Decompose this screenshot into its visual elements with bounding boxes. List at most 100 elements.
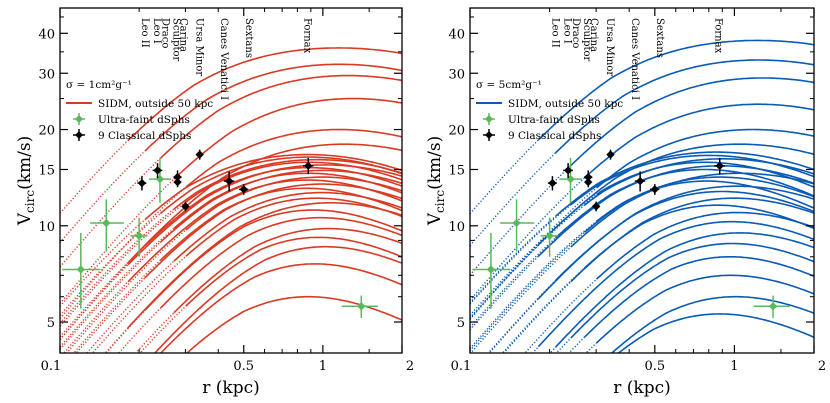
- legend-label: 9 Classical dSphs: [508, 130, 601, 142]
- sidm-curve: [583, 256, 814, 338]
- legend-label: 9 Classical dSphs: [98, 130, 191, 142]
- sidm-curve-inner: [60, 212, 161, 316]
- classical-point: [302, 157, 314, 175]
- galaxy-label: Fornax: [301, 18, 312, 54]
- sidm-curve-inner: [470, 204, 572, 305]
- sidm-curve: [596, 180, 814, 222]
- classical-point: [634, 171, 646, 192]
- x-tick-label: 2: [818, 359, 826, 374]
- sidm-curve-inner: [91, 255, 187, 353]
- sidm-curve: [537, 39, 814, 141]
- sidm-curve-inner: [60, 140, 129, 214]
- classical-point: [223, 171, 235, 192]
- galaxy-label: Draco: [570, 18, 581, 48]
- sidm-curve: [610, 295, 814, 353]
- sidm-curve: [554, 168, 814, 239]
- sidm-curve: [185, 197, 402, 257]
- ultrafaint-point: [500, 199, 535, 252]
- axes-left: 0.1 0.5 1 2 5 10 15 20 30 40 r (kpc) Vcirc(km/s): [15, 7, 414, 398]
- sidm-curve: [159, 216, 402, 309]
- sidm-curve: [144, 153, 402, 221]
- classical-point: [181, 201, 190, 212]
- galaxy-label: Sculptor: [170, 18, 181, 62]
- classical-point: [239, 184, 249, 195]
- ultrafaint-point: [559, 157, 582, 203]
- sidm-curve-inner: [585, 342, 597, 353]
- axes-right: 0.1 0.5 1 2 5 10 15 20 30 40 r (kpc) Vcirc(km/s): [425, 7, 826, 398]
- x-tick-label: 1: [319, 359, 327, 374]
- y-tick-label: 5: [47, 316, 55, 331]
- galaxy-label: Leo II: [139, 18, 150, 48]
- ultrafaint-point: [341, 295, 378, 318]
- galaxy-label: Canes Venatici I: [218, 18, 229, 100]
- y-tick-label: 30: [38, 67, 55, 82]
- classical-point: [606, 149, 615, 160]
- sidm-curve: [173, 158, 402, 210]
- sidm-curve-inner: [60, 208, 175, 324]
- sidm-curve-inner: [470, 152, 556, 247]
- sidm-curve: [583, 103, 814, 179]
- sidm-curve: [595, 274, 814, 344]
- sidm-curve-inner: [134, 312, 175, 353]
- classical-point: [650, 184, 660, 195]
- sidm-curve-inner: [470, 255, 539, 331]
- x-axis-title: r (kpc): [202, 378, 260, 398]
- data-points-left: [62, 149, 378, 318]
- sidm-curve-inner: [503, 281, 572, 353]
- sidm-curve-inner: [60, 201, 187, 327]
- classical-point: [547, 176, 557, 191]
- y-tick-label: 40: [448, 27, 465, 42]
- y-tick-label: 40: [38, 27, 55, 42]
- sidm-curve: [144, 183, 402, 279]
- sidm-curve: [537, 165, 814, 257]
- ultrafaint-point: [472, 232, 511, 309]
- sidm-curve: [127, 47, 402, 142]
- sidm-curve-inner: [60, 150, 146, 243]
- sidm-curve: [159, 74, 402, 159]
- sidm-curve: [144, 63, 402, 152]
- classical-point: [714, 157, 725, 175]
- x-axis-title: r (kpc): [613, 378, 671, 398]
- sidm-curve: [595, 211, 814, 280]
- ultrafaint-point: [753, 295, 790, 318]
- sidm-curve-inner: [60, 370, 145, 372]
- legend-left: σ = 1cm²g⁻¹ SIDM, outside 50 kpc Ultra-f…: [66, 79, 213, 142]
- y-tick-label: 5: [457, 316, 465, 331]
- y-axis-title: Vcirc(km/s): [425, 136, 447, 226]
- y-tick-label: 20: [38, 124, 55, 139]
- ultrafaint-point: [62, 232, 101, 309]
- classical-point: [563, 163, 573, 179]
- galaxy-label: Ursa Minor: [604, 18, 615, 76]
- sidm-curve-inner: [470, 177, 585, 301]
- sidm-curve: [554, 190, 814, 282]
- galaxy-label: Ursa Minor: [193, 18, 204, 76]
- sidm-curve-inner: [487, 280, 556, 353]
- sidm-curve-inner: [501, 267, 585, 353]
- sidm-curve-inner: [470, 139, 539, 215]
- classical-point: [591, 201, 601, 212]
- data-points-right: [472, 149, 790, 318]
- sidm-curve-inner: [60, 157, 161, 268]
- legend-diamond-classical: [75, 131, 83, 139]
- sidm-curve: [554, 232, 814, 348]
- galaxy-label: Leo II: [549, 18, 560, 48]
- sidm-curve: [537, 143, 814, 246]
- sidm-curve: [596, 161, 814, 196]
- x-tick-label: 0.5: [233, 359, 254, 374]
- sidm-curve-inner: [65, 229, 187, 353]
- sidm-curve: [173, 97, 402, 180]
- sidm-curve-inner: [62, 281, 129, 353]
- legend-label: SIDM, outside 50 kpc: [98, 98, 213, 110]
- sidm-curve: [570, 172, 814, 248]
- sidm-curve: [583, 204, 814, 269]
- classical-point: [584, 177, 593, 188]
- sidm-curve-inner: [531, 346, 539, 353]
- y-tick-label: 15: [448, 163, 465, 178]
- sidm-curve: [185, 128, 402, 188]
- legend-diamond-classical: [485, 131, 493, 139]
- galaxy-label: Leo I: [151, 18, 162, 44]
- sidm-curve: [144, 209, 402, 311]
- ultrafaint-point: [540, 217, 558, 257]
